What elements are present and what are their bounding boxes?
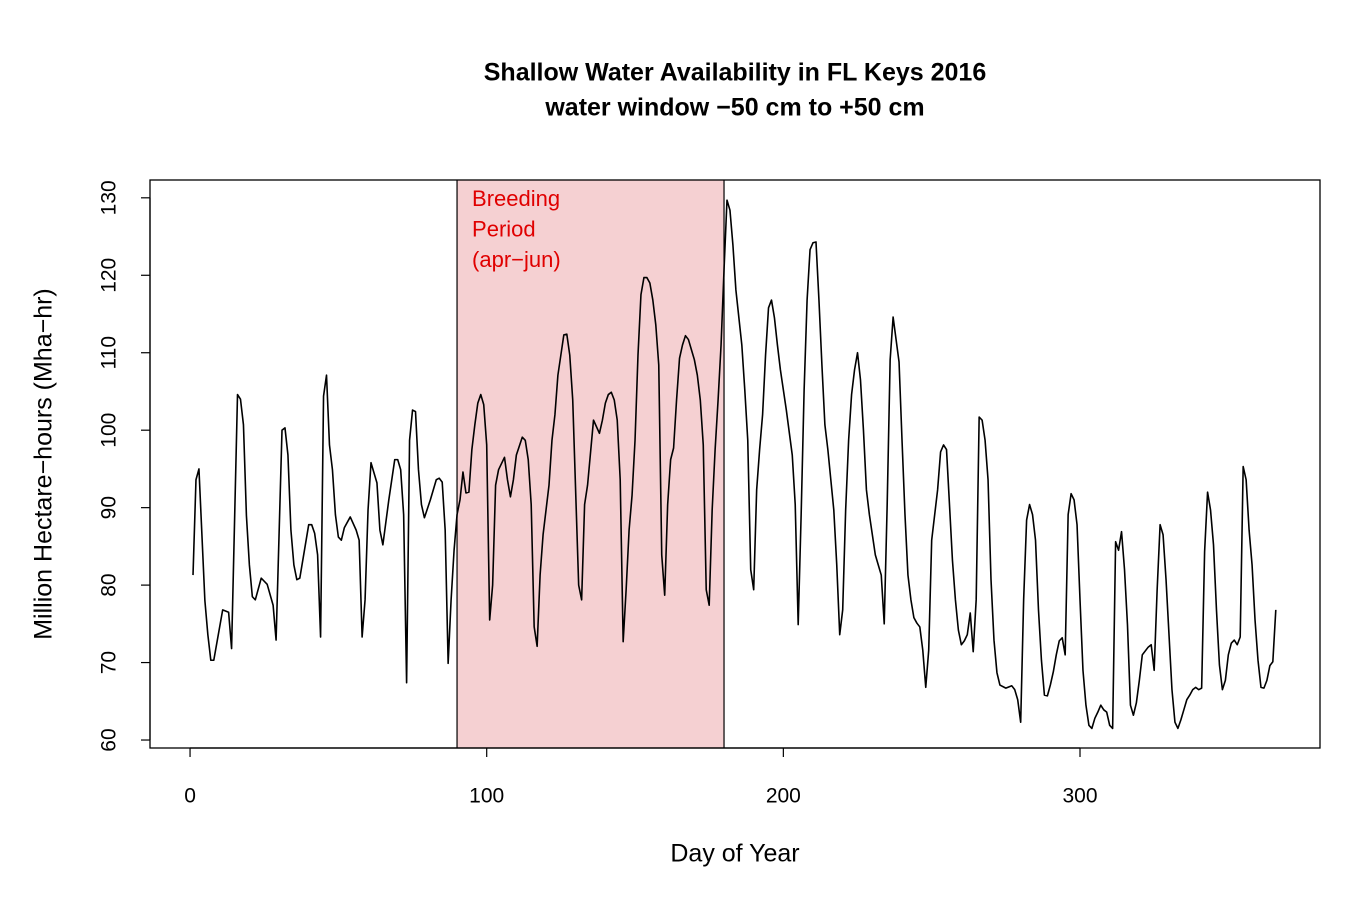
y-tick-label: 60 [98,728,121,751]
y-tick-label: 90 [98,496,121,519]
region-label: Period [472,216,536,241]
data-line [192,199,1277,730]
region-label: (apr−jun) [472,247,561,272]
chart-subtitle: water window −50 cm to +50 cm [544,94,924,122]
x-tick-label: 100 [469,785,504,808]
y-tick-label: 110 [98,336,121,369]
x-tick-label: 300 [1062,785,1097,808]
y-tick-label: 100 [98,413,121,448]
y-tick-label: 80 [98,573,121,596]
x-axis-title: Day of Year [670,840,799,868]
chart-title: Shallow Water Availability in FL Keys 20… [484,59,987,87]
y-tick-label: 130 [98,180,121,215]
x-tick-label: 0 [184,785,196,808]
y-tick-label: 70 [98,651,121,674]
x-tick-label: 200 [766,785,801,808]
y-axis-title: Million Hectare−hours (Mha−hr) [30,288,58,640]
region-label: Breeding [472,186,560,211]
y-tick-label: 120 [98,258,121,293]
